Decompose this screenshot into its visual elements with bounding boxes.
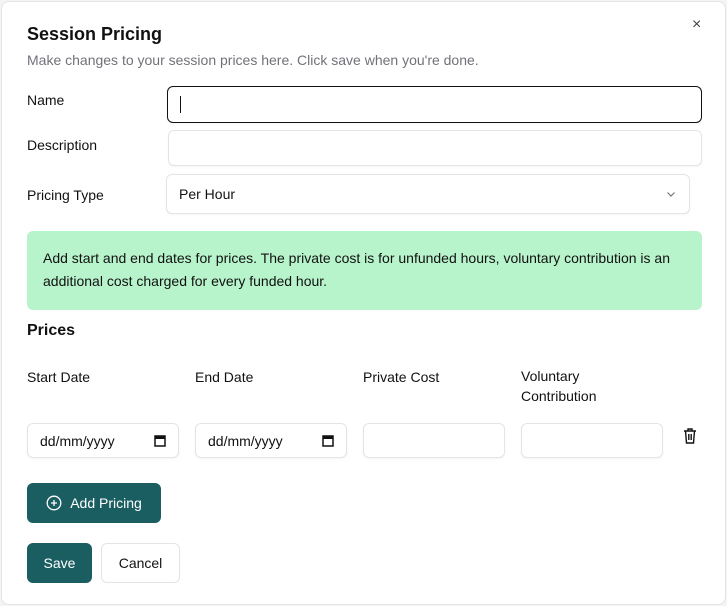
pricing-type-select[interactable]: Per Hour <box>166 174 690 214</box>
trash-icon[interactable] <box>683 428 697 444</box>
name-input[interactable] <box>167 86 702 123</box>
dialog-title: Session Pricing <box>27 24 163 44</box>
prices-heading: Prices <box>27 322 76 339</box>
start-date-input[interactable]: dd/mm/yyyy <box>27 423 179 458</box>
text-cursor <box>180 96 181 113</box>
name-label: Name <box>27 92 65 108</box>
dialog-subtitle: Make changes to your session prices here… <box>27 52 479 68</box>
calendar-icon[interactable] <box>322 434 334 447</box>
pricing-type-value: Per Hour <box>179 186 236 202</box>
save-button[interactable]: Save <box>27 543 92 583</box>
voluntary-contribution-input[interactable] <box>521 423 663 458</box>
cancel-button[interactable]: Cancel <box>101 543 180 583</box>
plus-circle-icon <box>46 495 62 511</box>
add-pricing-button[interactable]: Add Pricing <box>27 483 161 523</box>
column-end-date: End Date <box>195 369 254 385</box>
column-start-date: Start Date <box>27 369 91 385</box>
column-voluntary-contribution: Voluntary Contribution <box>521 368 597 404</box>
end-date-input[interactable]: dd/mm/yyyy <box>195 423 347 458</box>
private-cost-input[interactable] <box>363 423 505 458</box>
column-private-cost: Private Cost <box>363 369 440 385</box>
pricing-type-label: Pricing Type <box>27 187 104 203</box>
add-pricing-label: Add Pricing <box>70 495 142 511</box>
description-label: Description <box>27 137 98 153</box>
calendar-icon[interactable] <box>154 434 166 447</box>
description-input[interactable] <box>168 130 702 166</box>
start-date-value: dd/mm/yyyy <box>40 432 115 449</box>
info-banner: Add start and end dates for prices. The … <box>27 231 702 310</box>
close-icon[interactable]: × <box>692 16 702 33</box>
chevron-down-icon <box>667 192 675 197</box>
end-date-value: dd/mm/yyyy <box>208 432 283 449</box>
